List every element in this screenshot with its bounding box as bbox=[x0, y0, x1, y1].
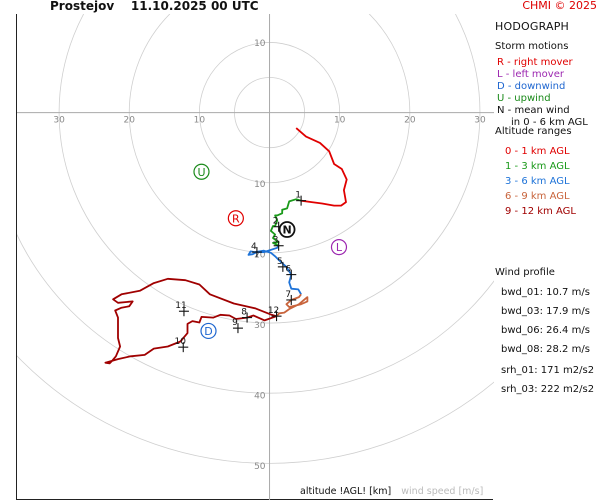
storm-motion-item: L - left mover bbox=[497, 69, 564, 80]
storm-motion-label: N bbox=[282, 224, 291, 237]
wind-speed-label: wind speed [m/s] bbox=[401, 486, 484, 497]
wind-profile-heading: Wind profile bbox=[495, 267, 555, 278]
x-tick-label: 20 bbox=[404, 116, 416, 126]
x-tick-label: 20 bbox=[124, 116, 136, 126]
storm-motion-marker bbox=[193, 163, 210, 180]
x-tick-label: 10 bbox=[194, 116, 206, 126]
station-title: Prostejov 11.10.2025 00 UTC bbox=[50, 0, 259, 13]
storm-motion-item: U - upwind bbox=[497, 93, 551, 104]
altitude-label: 1 bbox=[295, 191, 301, 201]
altitude-label: 4 bbox=[251, 242, 257, 252]
altitude-range-item: 3 - 6 km AGL bbox=[505, 176, 570, 187]
altitude-range-item: 9 - 12 km AGL bbox=[505, 206, 576, 217]
altitude-label: 6 bbox=[285, 265, 291, 275]
hodograph-segment bbox=[269, 198, 302, 247]
altitude-ranges-heading: Altitude ranges bbox=[495, 126, 572, 137]
legend-panel: HODOGRAPH Storm motions R - right mover L… bbox=[495, 14, 600, 500]
storm-motion-marker bbox=[278, 221, 296, 238]
altitude-range-item: 1 - 3 km AGL bbox=[505, 161, 570, 172]
wind-profile-item: bwd_08: 28.2 m/s bbox=[501, 344, 590, 355]
altitude-label: 11 bbox=[175, 301, 186, 311]
storm-motion-label: L bbox=[336, 241, 343, 254]
x-tick-label: 30 bbox=[474, 116, 486, 126]
storm-motion-marker bbox=[200, 322, 217, 340]
altitude-label: 5 bbox=[277, 257, 283, 267]
altitude-range-item: 0 - 1 km AGL bbox=[505, 146, 570, 157]
x-tick-label: 30 bbox=[53, 116, 65, 126]
wind-profile-item: bwd_03: 17.9 m/s bbox=[501, 306, 590, 317]
footer: altitude !AGL! [km] wind speed [m/s] bbox=[300, 486, 483, 497]
storm-motion-label: R bbox=[232, 212, 240, 225]
speed-ring bbox=[17, 233, 494, 394]
storm-motion-label: U bbox=[197, 166, 205, 179]
hodograph-segment bbox=[104, 277, 277, 365]
hodograph-segment bbox=[275, 293, 309, 317]
wind-profile-item: bwd_06: 26.4 m/s bbox=[501, 325, 590, 336]
ring-label: 10 bbox=[254, 39, 266, 49]
storm-motion-marker bbox=[227, 210, 244, 227]
altitude-label: 12 bbox=[268, 306, 279, 316]
ring-label: 10 bbox=[254, 180, 266, 190]
ring-label: 40 bbox=[254, 391, 266, 401]
storm-motion-item: D - downwind bbox=[497, 81, 566, 92]
storm-motion-item: N - mean wind bbox=[497, 105, 570, 116]
ring-label: 20 bbox=[254, 250, 266, 260]
ring-label: 50 bbox=[254, 462, 266, 472]
wind-profile-item: srh_01: 171 m2/s2 bbox=[501, 365, 595, 376]
wind-profile-item: srh_03: 222 m2/s2 bbox=[501, 384, 595, 395]
header: Prostejov 11.10.2025 00 UTC CHMI © 2025 bbox=[0, 0, 600, 14]
wind-profile-item: bwd_01: 10.7 m/s bbox=[501, 287, 590, 298]
altitude-label: 7 bbox=[285, 290, 291, 300]
copyright: CHMI © 2025 bbox=[522, 0, 597, 12]
x-tick-label: 10 bbox=[334, 116, 346, 126]
hodograph-segment bbox=[295, 127, 348, 207]
ring-label: 30 bbox=[254, 321, 266, 331]
storm-motion-label: D bbox=[204, 325, 212, 338]
hodograph-plot: 10 10 20 30 40 50 30 20 10 10 20 30 1 2 3 4 5 6 7 8 9 10 11 12 R… bbox=[16, 14, 494, 500]
altitude-label: 2 bbox=[273, 217, 279, 227]
storm-motion-marker bbox=[330, 239, 348, 256]
storm-motions-heading: Storm motions bbox=[495, 41, 569, 52]
altitude-label: 3 bbox=[273, 236, 279, 246]
altitude-range-item: 6 - 9 km AGL bbox=[505, 191, 570, 202]
legend-title: HODOGRAPH bbox=[495, 20, 570, 33]
altitude-label: 9 bbox=[232, 318, 238, 328]
storm-motion-item: R - right mover bbox=[497, 57, 573, 68]
altitude-label: 8 bbox=[241, 308, 247, 318]
storm-motion-item: in 0 - 6 km AGL bbox=[511, 117, 588, 128]
altitude-label: altitude !AGL! [km] bbox=[300, 486, 392, 497]
altitude-label: 10 bbox=[175, 337, 187, 347]
